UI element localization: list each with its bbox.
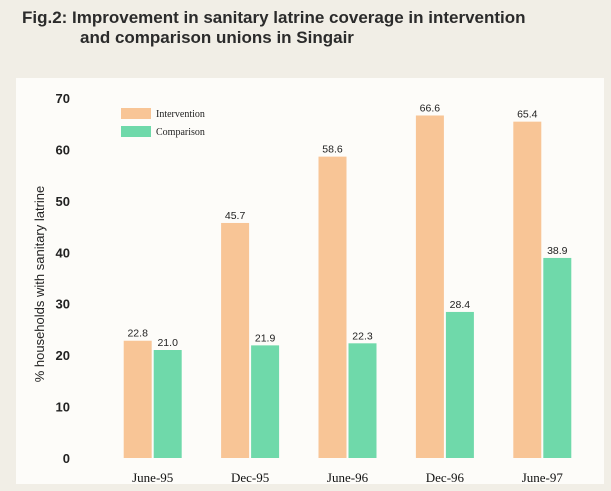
bar-intervention-june-95 <box>123 340 152 458</box>
y-axis-label: % households with sanitary latrine <box>32 186 47 383</box>
y-tick-label: 30 <box>56 297 70 312</box>
data-label: 38.9 <box>547 245 568 257</box>
y-tick-label: 40 <box>56 245 70 260</box>
x-tick-label: Dec-95 <box>231 470 269 484</box>
x-tick-label: June-95 <box>132 470 173 484</box>
bar-comparison-june-97 <box>543 257 572 458</box>
data-label: 65.4 <box>517 109 538 121</box>
data-label: 22.8 <box>127 328 148 340</box>
y-tick-label: 10 <box>56 400 70 415</box>
bar-comparison-dec-96 <box>445 311 474 458</box>
x-tick-label: Dec-96 <box>426 470 465 484</box>
bar-intervention-june-96 <box>318 156 347 458</box>
data-label: 21.9 <box>255 332 276 344</box>
x-tick-label: June-97 <box>522 470 564 484</box>
chart-legend: Intervention Comparison <box>121 108 205 138</box>
legend-label-comparison: Comparison <box>156 127 205 138</box>
y-tick-label: 20 <box>56 348 70 363</box>
figure-title-line-2: and comparison unions in Singair <box>80 28 354 47</box>
data-label: 22.3 <box>352 330 373 342</box>
bar-chart: 0 10 20 30 40 50 60 70 % households with sanitar… <box>32 91 572 484</box>
figure-title: Fig.2: Improvement in sanitary latrine c… <box>22 8 602 48</box>
figure-title-line-1: Fig.2: Improvement in sanitary latrine c… <box>22 8 526 27</box>
bar-intervention-june-97 <box>513 121 542 459</box>
bar-comparison-dec-95 <box>251 345 280 458</box>
data-label: 45.7 <box>225 210 246 222</box>
data-label: 28.4 <box>450 299 471 311</box>
legend-swatch-comparison <box>121 126 151 137</box>
y-tick-label: 70 <box>56 91 70 106</box>
y-tick-label: 60 <box>56 142 70 157</box>
bar-intervention-dec-96 <box>415 115 444 458</box>
y-tick-label: 50 <box>56 194 70 209</box>
chart-bars: 22.8 21.0 45.7 21.9 58.6 22.3 66.6 28.4 65.4 38.9 <box>123 102 572 459</box>
data-label: 66.6 <box>420 102 441 114</box>
chart-axes: 0 10 20 30 40 50 60 70 % households with sanitar… <box>32 91 563 484</box>
bar-comparison-june-95 <box>153 350 182 458</box>
legend-label-intervention: Intervention <box>156 109 205 120</box>
data-label: 21.0 <box>157 337 178 349</box>
bar-intervention-dec-95 <box>221 222 250 458</box>
data-label: 58.6 <box>322 144 343 156</box>
bar-comparison-june-96 <box>348 343 377 458</box>
x-tick-label: June-96 <box>327 470 369 484</box>
chart-panel: 0 10 20 30 40 50 60 70 % households with sanitar… <box>16 78 604 484</box>
y-tick-label: 0 <box>63 451 70 466</box>
legend-swatch-intervention <box>121 108 151 119</box>
